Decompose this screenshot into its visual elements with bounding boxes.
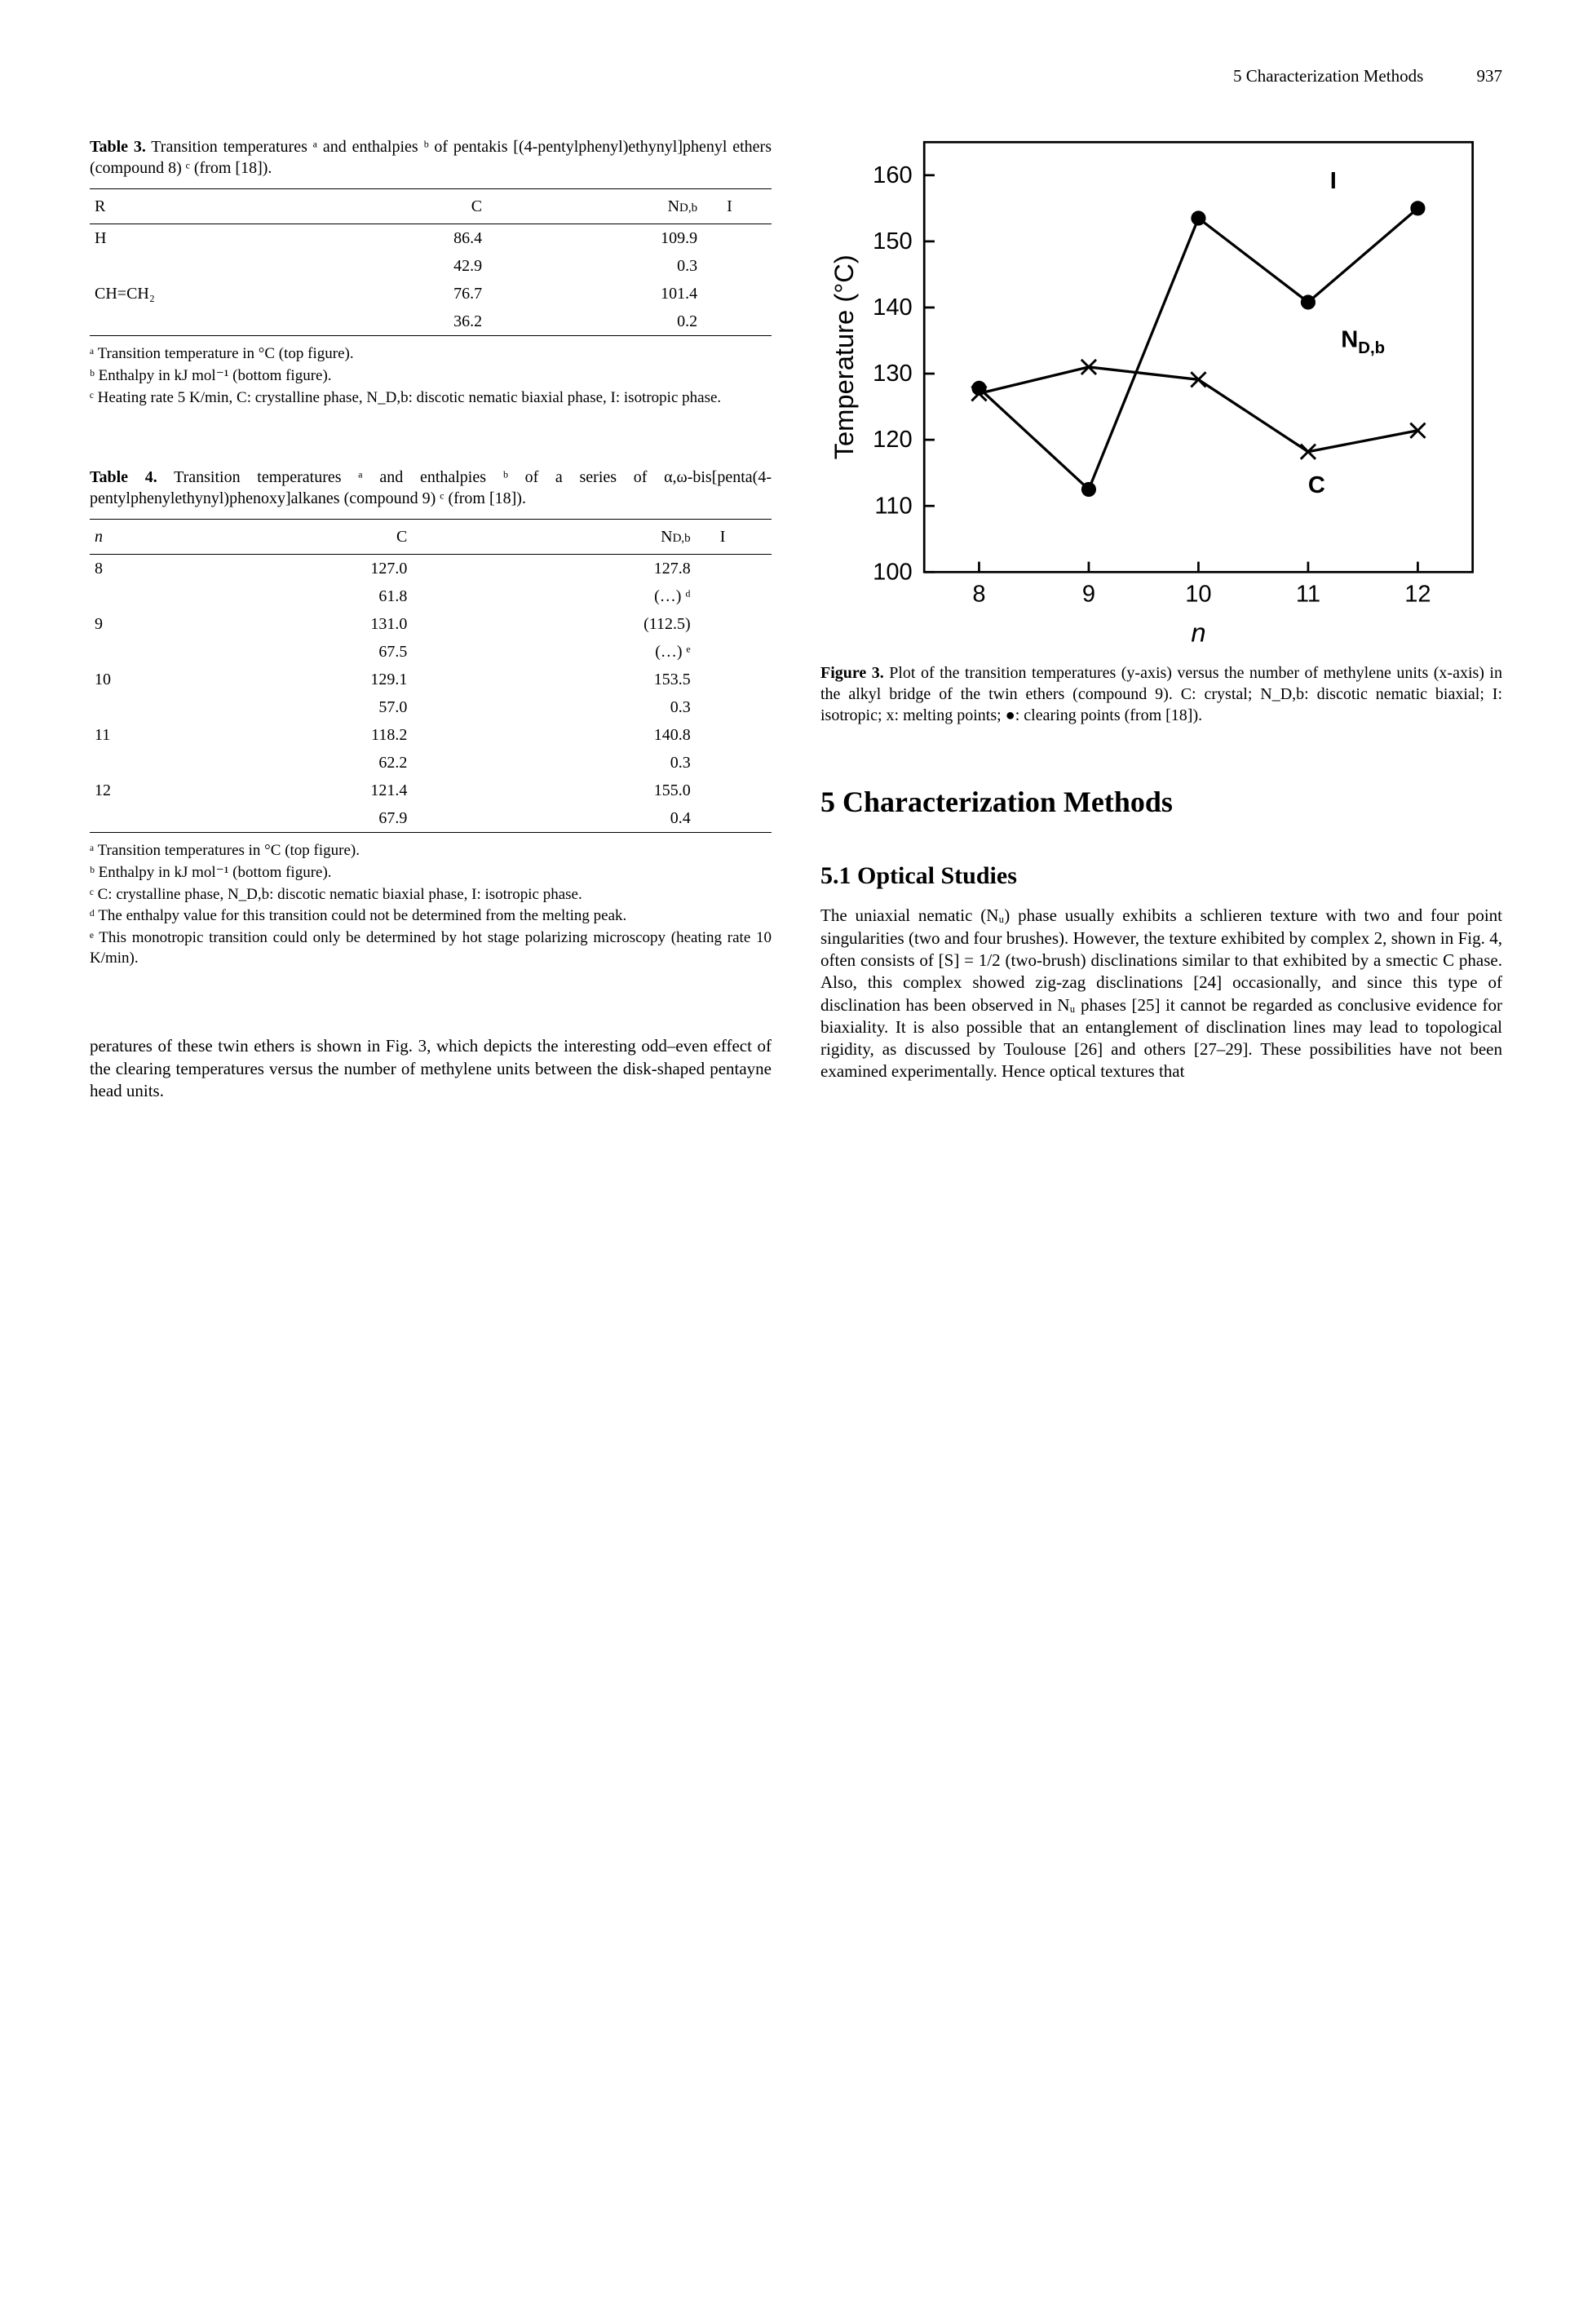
svg-text:100: 100 [873, 560, 913, 586]
svg-text:9: 9 [1082, 582, 1095, 608]
figure3-caption: Figure 3. Plot of the transition tempera… [820, 662, 1502, 726]
right-column: 100 110 120 130 140 150 160 8 9 10 11 12 n Temperatur… [820, 120, 1502, 1102]
header-section: 5 Characterization Methods [1233, 66, 1423, 86]
table3: R C ND,b I H86.4109.942.90.3CH=CH₂76.710… [90, 188, 772, 336]
svg-text:Temperature (°C): Temperature (°C) [829, 255, 859, 459]
table4-h0: n [90, 520, 187, 555]
table3-h3: I [722, 189, 772, 224]
figure3-chart: 100 110 120 130 140 150 160 8 9 10 11 12 n Temperatur… [820, 120, 1502, 653]
table4-h3: I [715, 520, 772, 555]
table3-h0: R [90, 189, 318, 224]
svg-text:110: 110 [874, 494, 912, 520]
svg-text:12: 12 [1404, 582, 1431, 608]
svg-text:8: 8 [972, 582, 985, 608]
svg-text:140: 140 [873, 294, 913, 321]
svg-text:n: n [1191, 618, 1205, 648]
svg-text:160: 160 [873, 162, 913, 188]
table3-h2: ND,b [506, 189, 722, 224]
table4-h1: C [187, 520, 432, 555]
table4-caption: Table 4. Transition temperatures ᵃ and e… [90, 467, 772, 509]
table4: n C ND,b I 8127.0127.861.8(…) ᵈ9131.0(11… [90, 519, 772, 833]
left-body-paragraph: peratures of these twin ethers is shown … [90, 1035, 772, 1102]
svg-text:11: 11 [1296, 582, 1320, 608]
svg-text:10: 10 [1185, 582, 1211, 608]
table3-footnotes: ᵃ Transition temperature in °C (top figu… [90, 344, 772, 409]
table4-footnotes: ᵃ Transition temperatures in °C (top fig… [90, 841, 772, 970]
table4-h2: ND,b [431, 520, 714, 555]
header-page-number: 937 [1477, 65, 1503, 87]
running-header: 5 Characterization Methods 937 [90, 65, 1502, 87]
svg-text:150: 150 [873, 228, 913, 255]
table3-h1: C [318, 189, 506, 224]
table3-caption: Table 3. Transition temperatures ᵃ and e… [90, 136, 772, 179]
svg-text:I: I [1330, 168, 1337, 194]
subsection-heading: 5.1 Optical Studies [820, 860, 1502, 892]
left-column: Table 3. Transition temperatures ᵃ and e… [90, 120, 772, 1102]
section5-body: The uniaxial nematic (Nᵤ) phase usually … [820, 905, 1502, 1082]
svg-text:C: C [1308, 472, 1325, 498]
svg-text:130: 130 [873, 361, 913, 387]
svg-text:120: 120 [873, 427, 913, 454]
section-heading: 5 Characterization Methods [820, 783, 1502, 821]
